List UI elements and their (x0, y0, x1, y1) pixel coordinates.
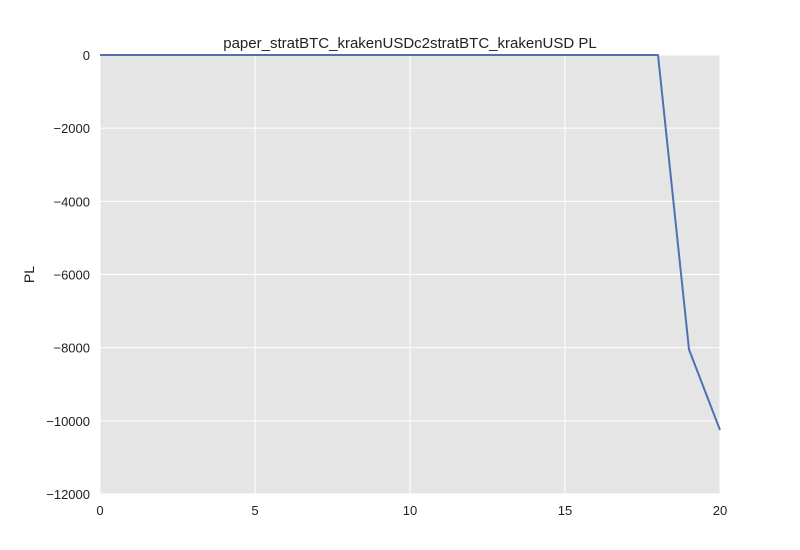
y-axis-ticks: 0 −2000 −4000 −6000 −8000 −10000 −12000 (46, 48, 90, 502)
y-tick-label: −6000 (53, 268, 90, 283)
grid-lines (99, 54, 721, 495)
y-axis-label: PL (21, 266, 37, 283)
x-tick-label: 20 (713, 503, 727, 518)
y-tick-label: −4000 (53, 194, 90, 209)
x-tick-label: 10 (403, 503, 417, 518)
y-tick-label: −12000 (46, 487, 90, 502)
chart-title: paper_stratBTC_krakenUSDc2stratBTC_krake… (223, 35, 596, 52)
x-tick-label: 5 (251, 503, 258, 518)
x-tick-label: 15 (558, 503, 572, 518)
x-axis-ticks: 0 5 10 15 20 (96, 503, 727, 518)
y-tick-label: −8000 (53, 341, 90, 356)
series-line (100, 54, 721, 431)
series-layer (100, 54, 721, 431)
x-tick-label: 0 (96, 503, 103, 518)
y-tick-label: −10000 (46, 414, 90, 429)
y-tick-label: −2000 (53, 121, 90, 136)
y-tick-label: 0 (83, 48, 90, 63)
